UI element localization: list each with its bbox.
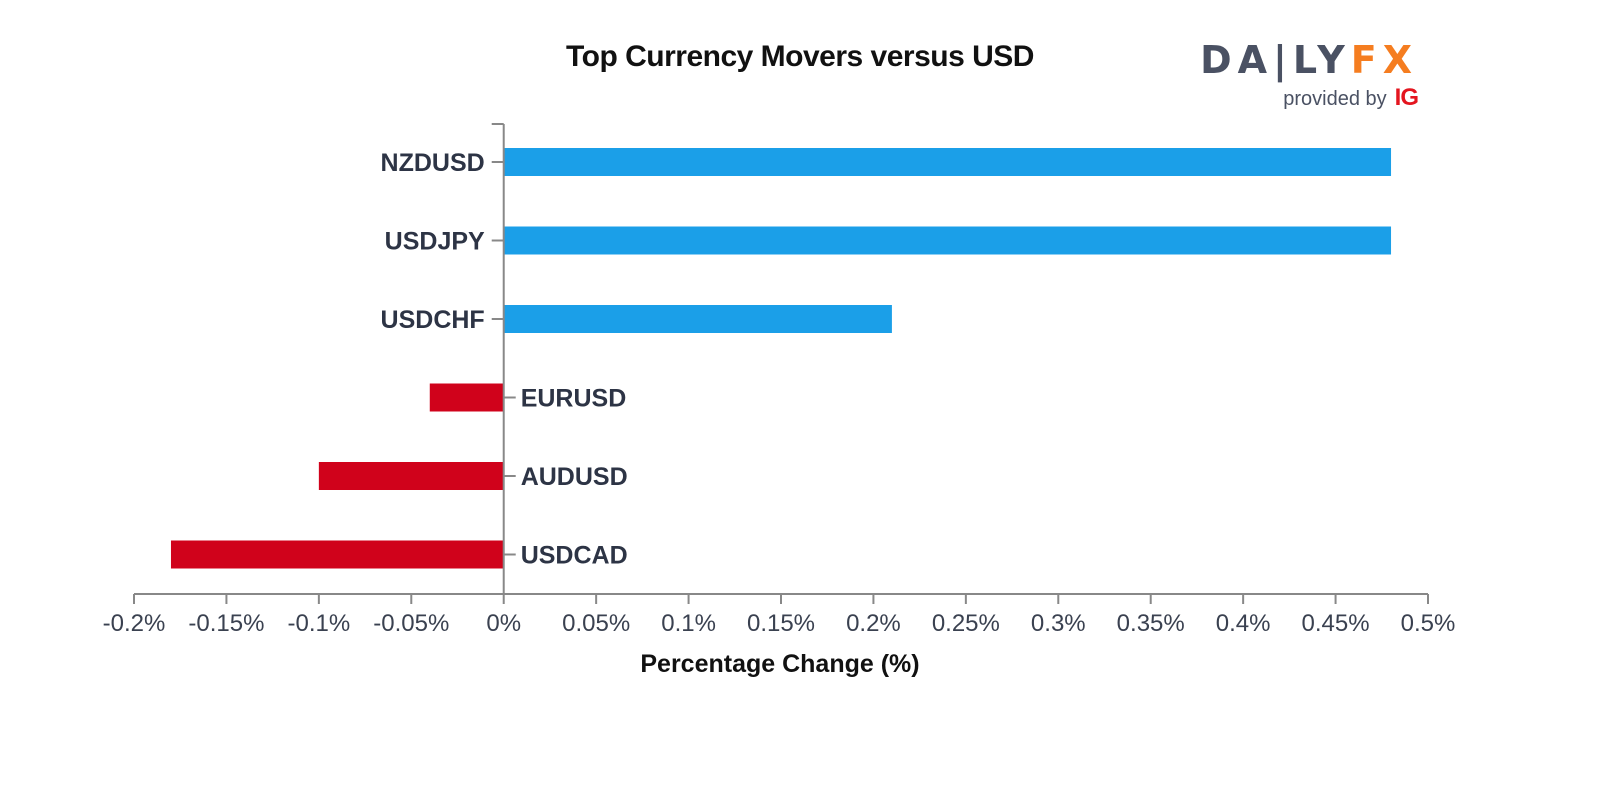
- chart-title: Top Currency Movers versus USD: [566, 40, 1034, 73]
- x-tick-label: 0.3%: [1031, 610, 1086, 637]
- x-tick-label: -0.2%: [103, 610, 166, 637]
- x-tick-label: 0%: [486, 610, 521, 637]
- x-tick-label: -0.05%: [373, 610, 449, 637]
- x-tick-label: 0.2%: [846, 610, 901, 637]
- x-tick-label: 0.4%: [1216, 610, 1271, 637]
- ig-logo: IG: [1394, 84, 1419, 111]
- x-axis-title: Percentage Change (%): [640, 650, 919, 678]
- bar-usdjpy: [503, 226, 1392, 255]
- category-label-eurusd: EURUSD: [521, 385, 627, 413]
- bars-group: [170, 148, 1392, 569]
- x-tick-label: 0.15%: [747, 610, 815, 637]
- brand-wordmark-daily: DA|LY: [1200, 38, 1351, 82]
- x-tick-label: 0.45%: [1302, 610, 1370, 637]
- brand-tagline: provided by IG: [1283, 84, 1419, 112]
- x-tick-label: 0.25%: [932, 610, 1000, 637]
- y-axis: NZDUSD USDJPY USDCHF EURUSD AUDUSD USDCAD: [381, 123, 628, 594]
- category-label-usdcad: USDCAD: [521, 542, 628, 570]
- x-tick-label: 0.05%: [562, 610, 630, 637]
- bar-usdchf: [503, 305, 892, 333]
- brand-wordmark: DA|LYFX: [1200, 38, 1418, 82]
- dailyfx-logo: DA|LYFX provided by IG: [1198, 38, 1419, 118]
- bar-eurusd: [429, 383, 504, 412]
- bar-audusd: [318, 462, 504, 490]
- x-tick-label: 0.5%: [1401, 610, 1456, 637]
- category-label-usdjpy: USDJPY: [385, 228, 485, 256]
- x-axis: -0.2% -0.15% -0.1% -0.05% 0% 0.05% 0.1% 0.15% 0.…: [103, 593, 1456, 637]
- brand-tagline-text: provided by: [1283, 88, 1387, 110]
- category-label-nzdusd: NZDUSD: [381, 149, 485, 177]
- x-tick-label: 0.1%: [661, 610, 716, 637]
- brand-wordmark-fx: FX: [1350, 38, 1418, 82]
- x-tick-label: -0.15%: [188, 610, 264, 637]
- category-label-audusd: AUDUSD: [521, 463, 628, 491]
- bar-usdcad: [170, 540, 504, 569]
- category-label-usdchf: USDCHF: [381, 306, 485, 334]
- x-tick-label: 0.35%: [1117, 610, 1185, 637]
- x-tick-label: -0.1%: [288, 610, 351, 637]
- bar-nzdusd: [503, 148, 1392, 176]
